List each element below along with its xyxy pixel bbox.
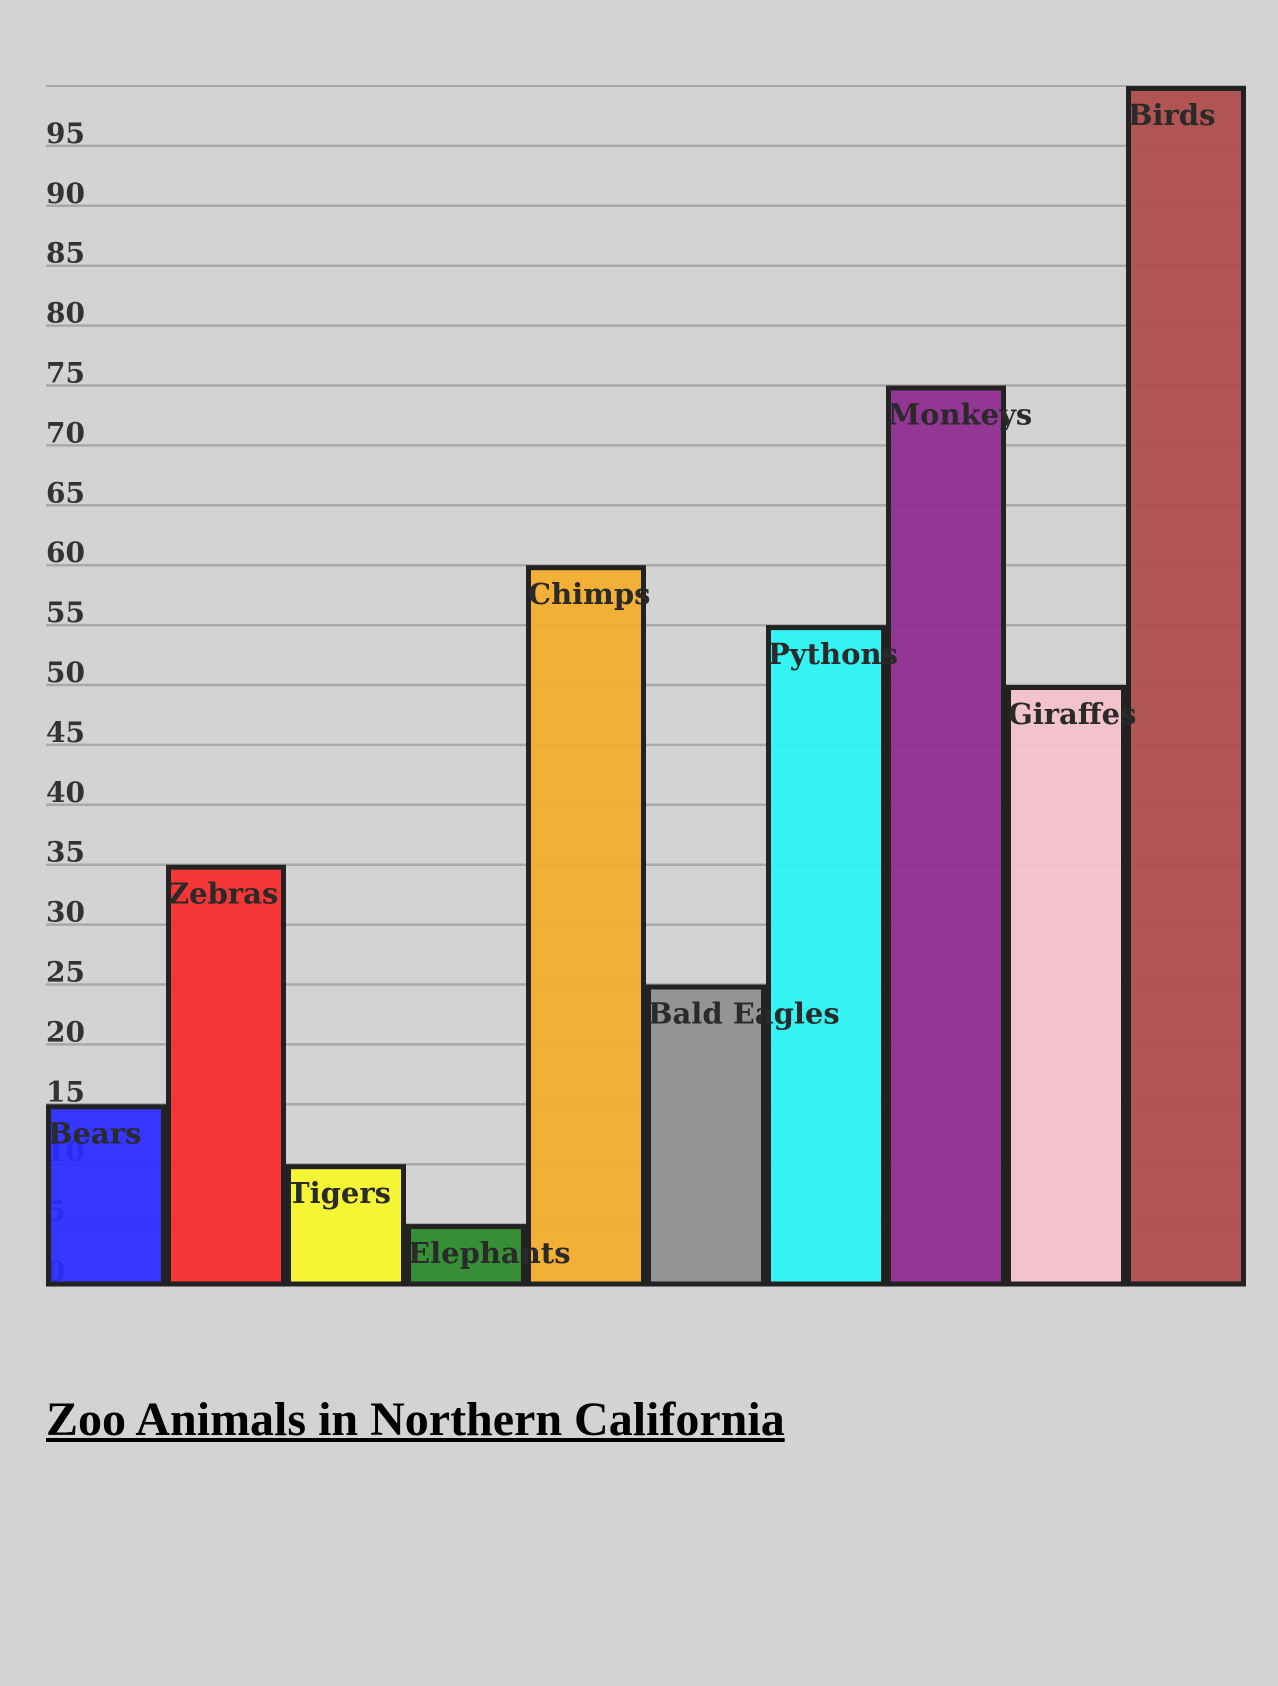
chart-title: Zoo Animals in Northern California <box>46 1393 785 1446</box>
y-tick-label: 80 <box>46 297 85 330</box>
bar <box>286 1164 406 1287</box>
y-tick-label: 45 <box>46 716 85 749</box>
bar <box>646 984 766 1287</box>
y-tick-label: 60 <box>46 536 85 569</box>
bar-label: Elephants <box>408 1236 571 1270</box>
bars <box>46 86 1246 1287</box>
y-tick-label: 55 <box>46 596 85 629</box>
bar <box>166 864 286 1287</box>
bar <box>46 1104 166 1287</box>
y-tick-label: 30 <box>46 896 85 929</box>
y-tick-label: 90 <box>46 177 85 210</box>
bar <box>1126 86 1246 1287</box>
bar-label: Giraffes <box>1008 697 1136 731</box>
y-tick-label: 70 <box>46 416 85 449</box>
y-tick-label: 20 <box>46 1015 85 1048</box>
y-tick-label: 25 <box>46 956 85 989</box>
bar-label: Birds <box>1128 98 1215 132</box>
y-tick-label: 65 <box>46 476 85 509</box>
y-tick-label: 50 <box>46 656 85 689</box>
y-tick-label: 35 <box>46 836 85 869</box>
bar <box>526 565 646 1287</box>
y-tick-label: 15 <box>46 1075 85 1108</box>
y-tick-label: 75 <box>46 357 85 390</box>
bar-label: Bald Eagles <box>648 997 840 1031</box>
y-tick-label: 95 <box>46 117 85 150</box>
bar-label: Monkeys <box>888 398 1032 432</box>
bar-label: Pythons <box>768 637 898 671</box>
y-tick-label: 40 <box>46 776 85 809</box>
bar <box>886 385 1006 1287</box>
bar-labels: Bears Zebras Tigers Elephants Chimps Bald Eag… <box>48 98 1215 1270</box>
bar-label: Bears <box>48 1116 141 1150</box>
y-tick-label: 85 <box>46 237 85 270</box>
bar-label: Chimps <box>528 577 650 611</box>
bar <box>766 625 886 1287</box>
bar <box>406 1224 526 1287</box>
bar <box>1006 685 1126 1287</box>
bar-label: Zebras <box>168 877 278 911</box>
bar-chart: 05101520253035404550556065707580859095 B… <box>46 85 1246 1288</box>
bar-label: Tigers <box>288 1176 391 1210</box>
